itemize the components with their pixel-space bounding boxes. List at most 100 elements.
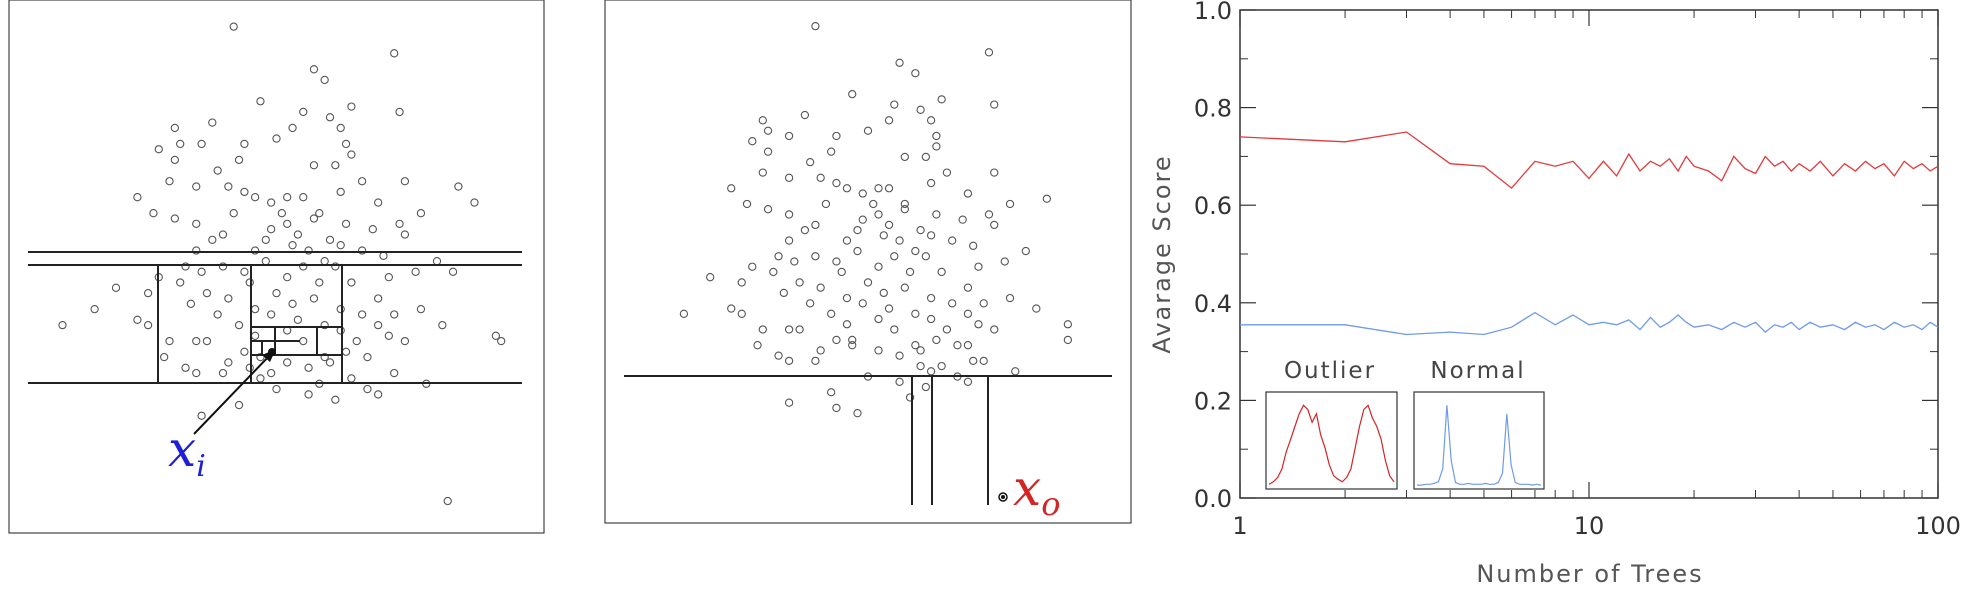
scatter-point xyxy=(932,131,941,141)
scatter-point xyxy=(921,252,931,261)
scatter-point xyxy=(1011,367,1020,376)
scatter-point xyxy=(159,352,169,362)
scatter-point xyxy=(266,310,276,319)
scatter-point xyxy=(218,262,228,271)
scatter-point xyxy=(347,374,356,383)
scatter-point xyxy=(186,299,196,308)
scatter-point xyxy=(916,105,925,114)
scatter-point xyxy=(921,152,931,162)
scatter-point xyxy=(170,214,179,223)
panel-a-points xyxy=(58,22,506,506)
highlighted-point-xo-ring xyxy=(998,492,1008,502)
scatter-point xyxy=(176,139,185,149)
scatter-point xyxy=(411,267,420,276)
scatter-point xyxy=(942,168,952,177)
scatter-point xyxy=(874,314,883,324)
panel-c-average-score-chart: 0.0 0.2 0.4 0.6 0.8 1.0 1 10 100 Avarage Score N… xyxy=(1148,0,1961,588)
scatter-point xyxy=(288,299,297,308)
scatter-point xyxy=(763,205,773,214)
scatter-point xyxy=(890,325,899,334)
scatter-point xyxy=(932,335,941,345)
scatter-point xyxy=(837,267,846,277)
scatter-point xyxy=(753,341,762,350)
scatter-point xyxy=(309,294,319,303)
scatter-point xyxy=(926,231,936,240)
scatter-point xyxy=(821,199,831,209)
scatter-point xyxy=(1000,257,1009,266)
x-tick-label: 1 xyxy=(1232,512,1247,540)
scatter-point xyxy=(990,220,999,230)
scatter-point xyxy=(1021,246,1030,256)
scatter-point xyxy=(911,246,920,256)
scatter-point xyxy=(884,304,894,313)
scatter-point xyxy=(293,315,303,324)
scatter-point xyxy=(448,267,458,276)
scatter-point xyxy=(963,283,973,292)
scatter-point xyxy=(774,252,783,261)
scatter-point xyxy=(858,299,867,308)
scatter-point xyxy=(811,356,820,366)
scatter-point xyxy=(911,69,920,78)
y-tick-label: 0.0 xyxy=(1194,485,1232,513)
inset-outlier-frame xyxy=(1265,391,1398,490)
scatter-point xyxy=(963,189,973,198)
y-tick-label: 1.0 xyxy=(1194,0,1232,25)
y-tick-label: 0.6 xyxy=(1194,192,1232,220)
scatter-point xyxy=(293,230,303,239)
scatter-point xyxy=(379,251,388,260)
scatter-point xyxy=(261,257,270,266)
scatter-point xyxy=(111,283,121,292)
scatter-point xyxy=(748,137,757,146)
scatter-point xyxy=(309,65,319,74)
scatter-point xyxy=(805,299,815,308)
scatter-point xyxy=(926,293,936,303)
scatter-point xyxy=(438,320,447,330)
scatter-point xyxy=(336,304,345,314)
scatter-point xyxy=(266,368,276,378)
scatter-point xyxy=(926,314,936,324)
scatter-point xyxy=(341,219,351,229)
scatter-point xyxy=(325,235,335,244)
scatter-point xyxy=(863,126,873,135)
scatter-point xyxy=(347,278,356,287)
scatter-point xyxy=(1063,320,1073,329)
scatter-point xyxy=(874,346,883,355)
scatter-point xyxy=(320,75,329,85)
scatter-point xyxy=(869,199,878,209)
scatter-point xyxy=(165,177,174,186)
scatter-point xyxy=(832,335,841,345)
scatter-point xyxy=(727,304,736,313)
scatter-point xyxy=(842,293,852,303)
scatter-point xyxy=(905,393,915,402)
y-tick-label: 0.2 xyxy=(1194,387,1232,415)
scatter-point xyxy=(400,230,410,239)
scatter-point xyxy=(874,184,883,193)
scatter-point xyxy=(341,139,351,149)
scatter-point xyxy=(737,309,746,318)
scatter-point xyxy=(325,358,335,367)
scatter-point xyxy=(363,384,372,394)
scatter-point xyxy=(979,299,988,308)
scatter-point xyxy=(261,235,270,244)
scatter-point xyxy=(373,294,383,303)
scatter-point xyxy=(827,388,836,397)
scatter-point xyxy=(331,161,340,170)
scatter-point xyxy=(304,246,313,255)
scatter-point xyxy=(737,278,746,287)
scatter-point xyxy=(352,336,361,346)
scatter-point xyxy=(283,273,292,282)
scatter-point xyxy=(900,283,909,292)
scatter-point xyxy=(784,210,794,219)
scatter-point xyxy=(400,336,410,346)
scatter-point xyxy=(758,168,767,177)
scatter-point xyxy=(827,309,836,318)
scatter-point xyxy=(395,107,404,117)
scatter-point xyxy=(240,139,249,149)
scatter-point xyxy=(363,352,372,362)
scatter-point xyxy=(963,309,973,318)
scatter-point xyxy=(250,246,260,255)
inset-outlier-title: Outlier xyxy=(1284,358,1376,384)
scatter-point xyxy=(58,320,67,330)
scatter-point xyxy=(769,267,778,277)
scatter-point xyxy=(895,58,904,67)
